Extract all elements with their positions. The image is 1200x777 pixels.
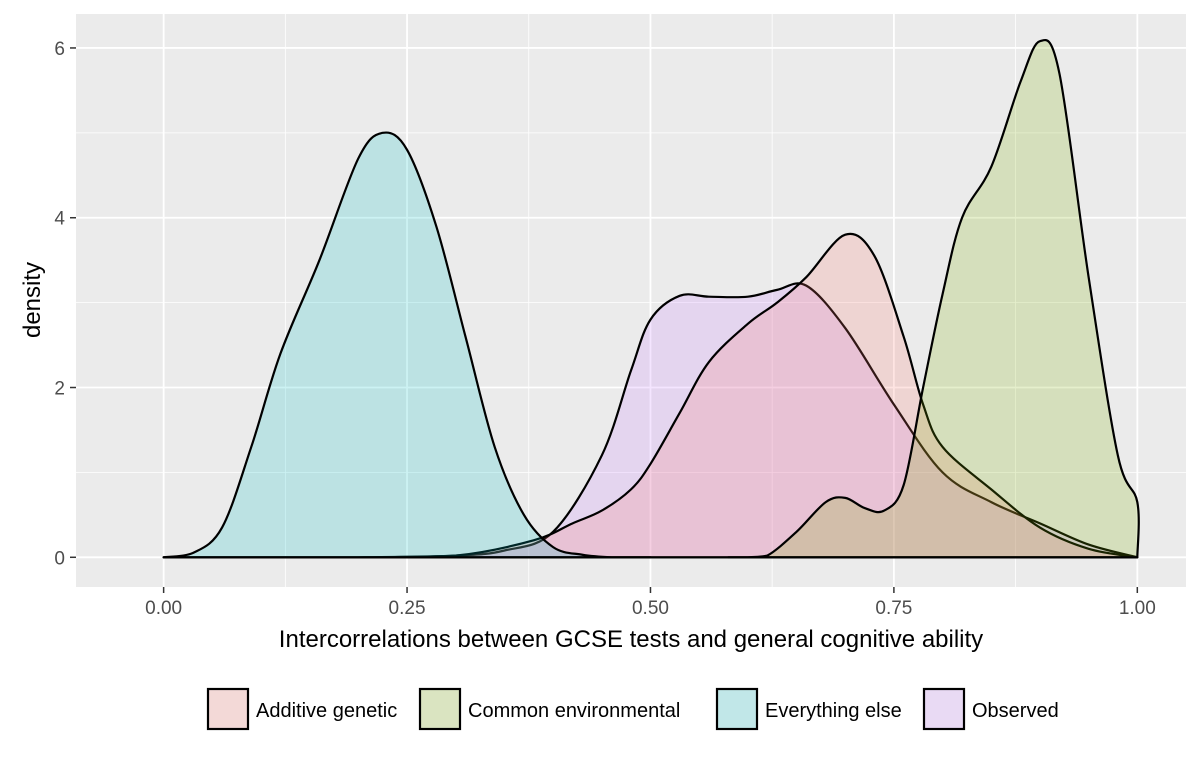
axis-ticks: 0.00 0.25 0.50 0.75 1.00 0 2 4 6 — [54, 39, 1155, 619]
y-tick-label: 6 — [54, 39, 65, 60]
legend-label: Additive genetic — [256, 700, 397, 722]
legend: Additive genetic Common environmental Ever… — [206, 687, 1059, 731]
legend-label: Common environmental — [468, 700, 680, 722]
legend-swatch — [418, 687, 462, 731]
y-tick-label: 0 — [54, 548, 65, 569]
density-area-additive-genetic — [162, 232, 1139, 559]
density-areas — [162, 38, 1140, 559]
legend-key-background — [419, 688, 461, 730]
legend-item-additive-genetic: Additive genetic — [206, 687, 397, 731]
legend-key-background — [923, 688, 965, 730]
x-tick-label: 0.25 — [389, 598, 426, 619]
legend-swatch — [715, 687, 759, 731]
grid-lines — [76, 14, 1186, 587]
legend-item-everything-else: Everything else — [715, 687, 902, 731]
x-axis-title: Intercorrelations between GCSE tests and… — [279, 626, 983, 653]
legend-swatch — [922, 687, 966, 731]
x-tick-label: 0.00 — [145, 598, 182, 619]
y-tick-label: 2 — [54, 379, 65, 400]
x-tick-label: 0.75 — [875, 598, 912, 619]
legend-item-common-environmental: Common environmental — [418, 687, 680, 731]
legend-label: Observed — [972, 700, 1059, 722]
legend-key-background — [207, 688, 249, 730]
legend-key-background — [716, 688, 758, 730]
x-tick-label: 0.50 — [632, 598, 669, 619]
y-axis-title: density — [19, 262, 46, 338]
density-area-common-environmental — [727, 38, 1140, 559]
legend-label: Everything else — [765, 700, 902, 722]
y-tick-label: 4 — [54, 209, 65, 230]
panel-background — [76, 14, 1186, 587]
density-area-everything-else — [162, 131, 652, 559]
x-tick-label: 1.00 — [1119, 598, 1156, 619]
legend-item-observed: Observed — [922, 687, 1059, 731]
legend-swatch — [206, 687, 250, 731]
